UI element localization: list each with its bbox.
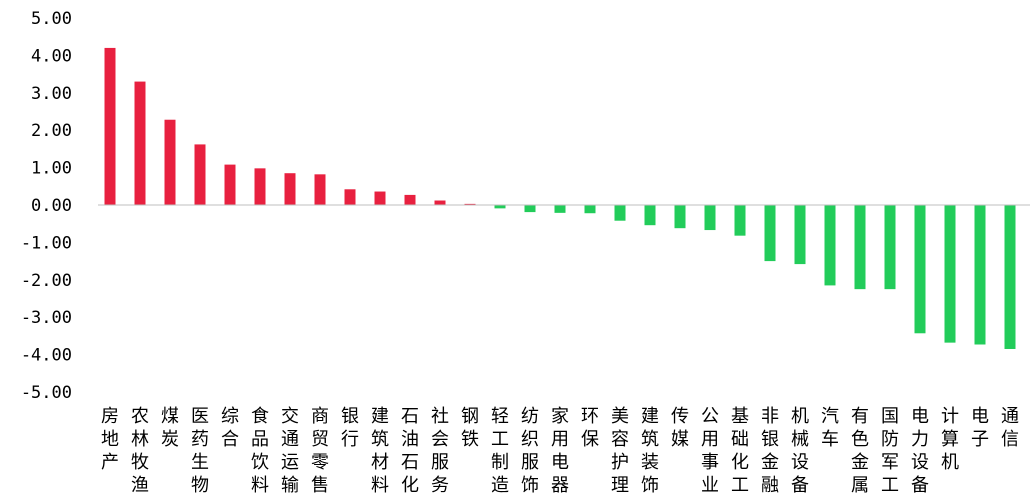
bar bbox=[224, 164, 236, 205]
bar bbox=[344, 189, 356, 205]
x-category-label: 石油石化 bbox=[401, 406, 419, 496]
x-category-label: 食品饮料 bbox=[251, 406, 269, 496]
x-axis-category-labels: 房地产农林牧渔煤炭医药生物综合食品饮料交通运输商贸零售银行建筑材料石油石化社会服… bbox=[101, 406, 1019, 496]
bar bbox=[464, 203, 476, 205]
bar bbox=[704, 205, 716, 231]
x-category-label: 家用电器 bbox=[551, 406, 569, 496]
y-tick-label: 2.00 bbox=[31, 121, 72, 141]
y-tick-label: -3.00 bbox=[21, 308, 72, 328]
x-category-label: 汽车 bbox=[821, 406, 839, 450]
x-category-label: 计算机 bbox=[941, 406, 959, 473]
x-category-label: 煤炭 bbox=[161, 406, 179, 450]
x-category-label: 电子 bbox=[971, 406, 989, 450]
bar bbox=[194, 144, 206, 205]
y-axis-tick-labels: 5.00 4.00 3.00 2.00 1.00 0.00 -1.00 -2.00 -3.00 -… bbox=[21, 9, 72, 403]
x-category-label: 传媒 bbox=[671, 406, 689, 450]
bar bbox=[524, 205, 536, 213]
x-category-label: 轻工制造 bbox=[491, 406, 509, 496]
x-category-label: 农林牧渔 bbox=[131, 406, 149, 496]
y-tick-label: -5.00 bbox=[21, 383, 72, 403]
bar bbox=[134, 81, 146, 205]
x-category-label: 综合 bbox=[221, 406, 239, 450]
bar bbox=[554, 205, 566, 213]
y-tick-label: -4.00 bbox=[21, 346, 72, 366]
x-category-label: 美容护理 bbox=[611, 406, 629, 496]
bar bbox=[854, 205, 866, 290]
x-category-label: 机械设备 bbox=[791, 406, 809, 496]
x-category-label: 环保 bbox=[581, 406, 599, 450]
y-tick-label: 0.00 bbox=[31, 196, 72, 216]
x-category-label: 商贸零售 bbox=[311, 406, 329, 496]
x-category-label: 银行 bbox=[341, 406, 359, 450]
bar bbox=[314, 174, 326, 205]
bar bbox=[104, 47, 116, 205]
bar bbox=[764, 205, 776, 262]
bar bbox=[434, 200, 446, 205]
bar bbox=[974, 205, 986, 345]
y-tick-label: 1.00 bbox=[31, 159, 72, 179]
x-category-label: 交通运输 bbox=[281, 406, 299, 496]
x-category-label: 医药生物 bbox=[191, 406, 209, 496]
x-category-label: 非银金融 bbox=[761, 406, 779, 496]
x-category-label: 建筑材料 bbox=[371, 406, 389, 496]
y-tick-label: 5.00 bbox=[31, 9, 72, 29]
bar bbox=[734, 205, 746, 236]
x-category-label: 建筑装饰 bbox=[641, 406, 659, 496]
bar bbox=[254, 168, 266, 205]
bar bbox=[944, 205, 956, 343]
bar bbox=[404, 194, 416, 205]
bar bbox=[374, 191, 386, 205]
x-category-label: 公用事业 bbox=[701, 406, 719, 496]
bar bbox=[614, 205, 626, 221]
bar bbox=[674, 205, 686, 229]
x-category-label: 国防军工 bbox=[881, 406, 899, 496]
bar bbox=[914, 205, 926, 334]
bar bbox=[824, 205, 836, 286]
y-tick-label: -2.00 bbox=[21, 271, 72, 291]
bar bbox=[164, 119, 176, 205]
bar bbox=[884, 205, 896, 290]
bar bbox=[284, 173, 296, 205]
x-category-label: 纺织服饰 bbox=[521, 406, 539, 496]
bars bbox=[104, 47, 1016, 349]
y-tick-label: 3.00 bbox=[31, 84, 72, 104]
x-category-label: 有色金属 bbox=[851, 406, 869, 496]
y-tick-label: -1.00 bbox=[21, 233, 72, 253]
x-category-label: 钢铁 bbox=[461, 406, 479, 450]
x-category-label: 电力设备 bbox=[911, 406, 929, 496]
bar bbox=[794, 205, 806, 265]
bar bbox=[494, 205, 506, 209]
bar bbox=[584, 205, 596, 214]
x-category-label: 房地产 bbox=[101, 406, 119, 473]
x-category-label: 社会服务 bbox=[431, 406, 449, 496]
x-category-label: 通信 bbox=[1001, 406, 1019, 450]
bar bbox=[644, 205, 656, 226]
bar bbox=[1004, 205, 1016, 349]
y-tick-label: 4.00 bbox=[31, 46, 72, 66]
x-category-label: 基础化工 bbox=[731, 406, 749, 496]
